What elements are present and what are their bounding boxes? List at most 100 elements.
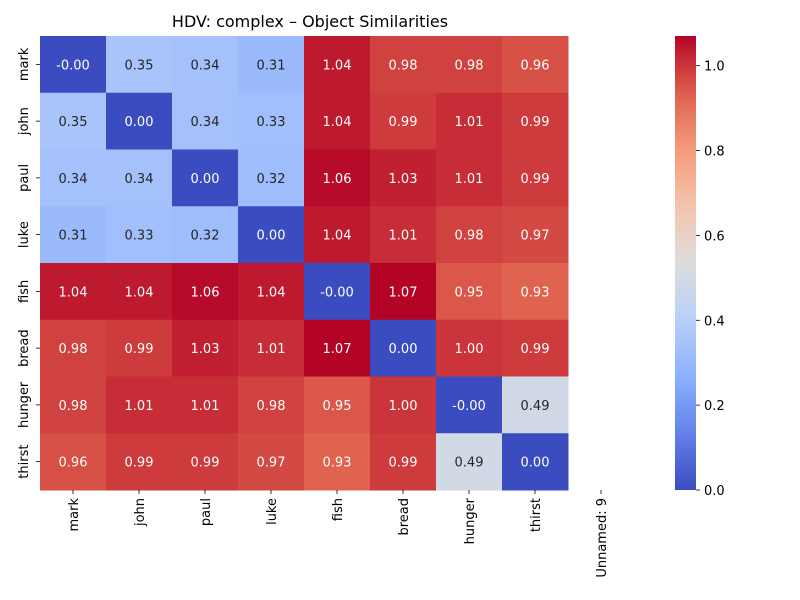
cell-value-label: 0.00 <box>191 172 220 187</box>
cell-value-label: 0.33 <box>125 229 154 244</box>
x-tick-label: hunger <box>463 497 478 544</box>
cell-value-label: -0.00 <box>56 58 90 73</box>
cell-value-label: -0.00 <box>320 285 354 300</box>
heatmap-cell <box>304 319 371 377</box>
heatmap-cell <box>370 206 437 264</box>
heatmap-cell <box>106 36 173 94</box>
heatmap-cell <box>40 376 107 434</box>
heatmap-cell <box>304 92 371 150</box>
colorbar-tick-label: 0.4 <box>704 314 725 329</box>
heatmap-cell <box>304 36 371 94</box>
colorbar-tick-label: 0.8 <box>704 145 725 160</box>
heatmap-cell <box>304 376 371 434</box>
cell-value-label: 0.98 <box>59 342 88 357</box>
heatmap-cell <box>502 92 569 150</box>
heatmap-cell <box>436 149 503 207</box>
cell-value-label: 1.06 <box>323 172 352 187</box>
x-tick-label: luke <box>265 498 280 525</box>
y-tick-label: bread <box>17 329 32 367</box>
heatmap-cell <box>172 149 239 207</box>
cell-value-label: 0.96 <box>59 456 88 471</box>
cell-value-label: 0.00 <box>257 229 286 244</box>
heatmap-cell <box>502 206 569 264</box>
cell-value-label: 0.34 <box>191 115 220 130</box>
cell-value-label: 0.98 <box>257 399 286 414</box>
heatmap-cell <box>106 433 173 491</box>
cell-value-label: 0.99 <box>389 115 418 130</box>
cell-value-label: 1.01 <box>125 399 154 414</box>
heatmap-cell <box>40 149 107 207</box>
heatmap-cell <box>238 149 305 207</box>
cell-value-label: 0.97 <box>521 229 550 244</box>
heatmap-cell <box>238 263 305 321</box>
heatmap-cell <box>40 206 107 264</box>
heatmap-cell <box>40 263 107 321</box>
heatmap-cell <box>238 376 305 434</box>
y-tick-label: john <box>17 107 32 136</box>
heatmap-cell <box>436 206 503 264</box>
y-tick-label: thirst <box>17 445 32 479</box>
colorbar-tick-label: 0.6 <box>704 229 725 244</box>
heatmap-cell <box>370 92 437 150</box>
cell-value-label: 0.33 <box>257 115 286 130</box>
heatmap-cell <box>436 92 503 150</box>
cell-value-label: 1.03 <box>389 172 418 187</box>
y-tick-label: fish <box>17 280 32 303</box>
heatmap-cell <box>502 376 569 434</box>
heatmap-cell <box>172 263 239 321</box>
heatmap-cell <box>370 433 437 491</box>
colorbar-tick-label: 1.0 <box>704 60 725 75</box>
x-tick-label: bread <box>397 498 412 536</box>
cell-value-label: 0.98 <box>59 399 88 414</box>
y-axis: mark john paul luke fish bread hunger thirst <box>17 47 40 479</box>
cell-value-label: 0.00 <box>125 115 154 130</box>
cell-value-label: 1.01 <box>257 342 286 357</box>
cell-value-label: 1.04 <box>323 229 352 244</box>
heatmap-cell <box>370 376 437 434</box>
heatmap-cell <box>436 36 503 94</box>
cell-value-label: 0.34 <box>191 58 220 73</box>
y-tick-label: mark <box>17 47 32 81</box>
cell-value-label: 0.32 <box>191 229 220 244</box>
heatmap-cell <box>172 92 239 150</box>
x-tick-label: john <box>133 498 148 527</box>
cell-value-label: 0.98 <box>389 58 418 73</box>
cell-value-label: 0.00 <box>521 456 550 471</box>
colorbar: 0.0 0.2 0.4 0.6 0.8 1.0 <box>675 36 725 499</box>
heatmap-cell <box>172 36 239 94</box>
cell-value-label: 0.96 <box>521 58 550 73</box>
cell-value-label: 0.99 <box>389 456 418 471</box>
heatmap-cell <box>436 319 503 377</box>
heatmap-cell <box>40 433 107 491</box>
heatmap-cell <box>436 433 503 491</box>
y-tick-label: paul <box>17 164 32 192</box>
heatmap-cell <box>40 92 107 150</box>
heatmap-cell <box>502 149 569 207</box>
cell-value-label: 0.97 <box>257 456 286 471</box>
x-tick-label: Unnamed: 9 <box>595 498 610 578</box>
heatmap-cell <box>106 263 173 321</box>
heatmap-cell <box>238 36 305 94</box>
heatmap-cell <box>304 433 371 491</box>
cell-value-label: 1.01 <box>455 172 484 187</box>
cell-value-label: 0.99 <box>125 456 154 471</box>
cell-value-label: 1.07 <box>389 285 418 300</box>
cell-value-label: 1.01 <box>191 399 220 414</box>
cell-value-label: 0.00 <box>389 342 418 357</box>
cell-value-label: 0.98 <box>455 58 484 73</box>
heatmap-cell <box>40 36 107 94</box>
cell-value-label: 0.98 <box>455 229 484 244</box>
cell-value-label: 1.01 <box>389 229 418 244</box>
cell-value-label: 1.04 <box>125 285 154 300</box>
heatmap-cell <box>238 206 305 264</box>
cell-value-label: 1.06 <box>191 285 220 300</box>
cell-value-label: 0.99 <box>521 342 550 357</box>
heatmap-cell <box>370 149 437 207</box>
heatmap-cell <box>370 263 437 321</box>
cell-value-label: 0.31 <box>257 58 286 73</box>
x-tick-label: mark <box>67 498 82 532</box>
cell-value-label: 0.32 <box>257 172 286 187</box>
cell-value-label: 0.99 <box>191 456 220 471</box>
colorbar-tick-label: 0.0 <box>704 484 725 499</box>
